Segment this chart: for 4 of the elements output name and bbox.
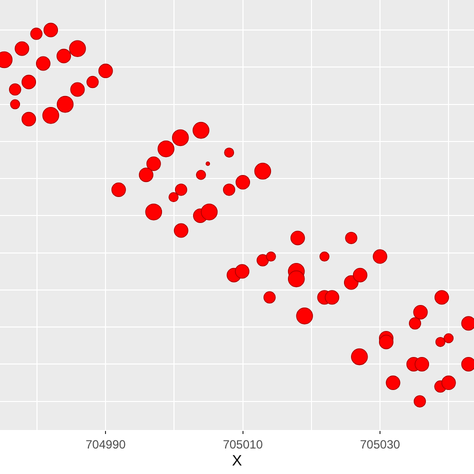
x-axis-title: X	[232, 452, 242, 470]
x-tick-label: 705030	[360, 437, 400, 452]
x-tick-label: 704990	[86, 437, 126, 452]
x-tick-label: 705010	[222, 437, 264, 452]
